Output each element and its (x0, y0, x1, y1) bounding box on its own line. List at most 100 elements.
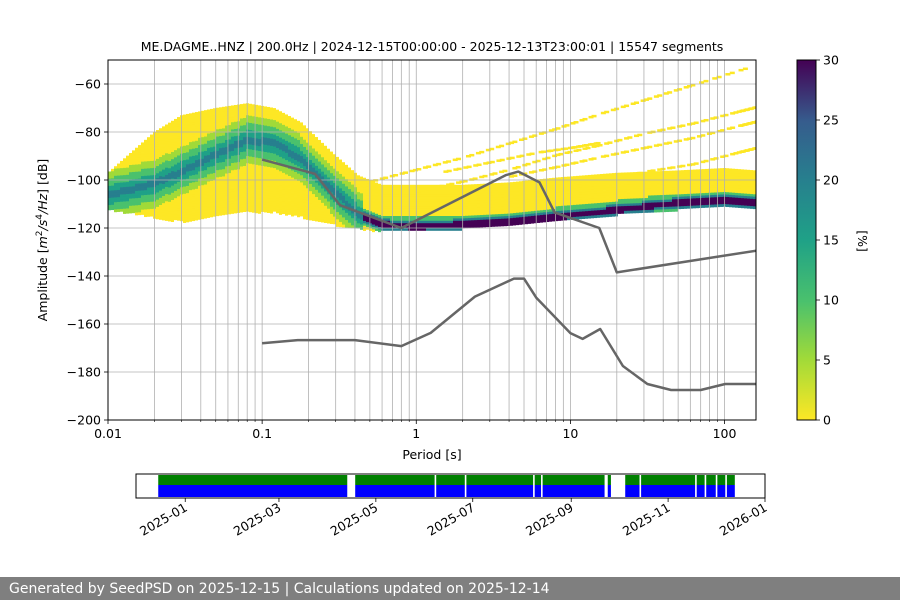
heat-cell (285, 124, 288, 127)
heat-cell (216, 213, 219, 217)
heat-cell (504, 223, 507, 227)
heat-cell (231, 131, 234, 135)
heat-cell (201, 170, 204, 174)
heat-cell (459, 189, 462, 193)
heat-cell (192, 172, 195, 176)
heat-cell (297, 200, 300, 203)
heat-cell (189, 137, 192, 141)
heat-cell (240, 154, 243, 158)
heat-cell (204, 210, 207, 214)
heat-cell (339, 183, 342, 187)
heat-cell (330, 163, 333, 167)
heat-cell (486, 195, 489, 199)
heat-cell (162, 152, 165, 156)
heat-cell (336, 180, 339, 184)
heat-cell (141, 142, 144, 146)
heat-cell (231, 112, 234, 116)
heat-cell (351, 172, 354, 176)
heat-cell (291, 134, 294, 138)
heat-cell (264, 188, 267, 191)
heat-cell (207, 111, 210, 115)
heat-cell (357, 196, 360, 200)
heat-cell (393, 220, 396, 224)
heat-cell (597, 205, 600, 209)
heat-cell (240, 135, 243, 139)
heat-cell (351, 220, 354, 224)
heat-cell (249, 158, 252, 162)
heat-cell (162, 215, 165, 218)
heat-cell (384, 196, 387, 200)
heat-cell (318, 161, 321, 165)
heat-cell (285, 169, 288, 173)
heat-cell (369, 228, 372, 231)
heat-cell (486, 207, 489, 211)
heat-cell (528, 218, 531, 222)
heat-cell (114, 173, 117, 177)
heat-cell (126, 210, 129, 214)
heat-cell (618, 199, 621, 202)
heat-cell (564, 181, 567, 185)
heat-cell (516, 186, 519, 190)
heat-cell (207, 138, 210, 142)
heat-cell (450, 192, 453, 195)
heat-cell (345, 215, 348, 219)
heat-cell (480, 205, 483, 209)
heat-cell (411, 218, 414, 222)
heat-cell (231, 163, 234, 166)
heat-cell (207, 174, 210, 178)
heat-cell (273, 146, 276, 150)
heat-cell (138, 176, 141, 180)
heat-cell (501, 216, 504, 220)
heat-cell (387, 211, 390, 214)
heat-cell (594, 174, 597, 178)
heat-cell (303, 187, 306, 191)
heat-cell (498, 187, 501, 191)
heat-cell (396, 184, 399, 188)
heat-cell (141, 144, 144, 148)
heat-cell (243, 163, 246, 167)
heat-cell (252, 190, 255, 194)
heat-cell (288, 156, 291, 160)
heat-cell (627, 210, 630, 214)
heat-cell (384, 225, 387, 229)
heat-cell (306, 176, 309, 180)
heat-cell (186, 159, 189, 163)
heat-cell (531, 194, 534, 198)
heat-cell (243, 115, 246, 119)
heat-cell (447, 206, 450, 210)
heat-cell (216, 165, 219, 169)
heat-cell (327, 208, 330, 212)
heat-cell (477, 200, 480, 204)
heat-cell (462, 191, 465, 195)
heat-cell (297, 154, 300, 158)
heat-cell (210, 132, 213, 136)
heat-cell (573, 192, 576, 196)
heat-cell (597, 186, 600, 190)
heat-cell (276, 136, 279, 139)
heat-cell (561, 184, 564, 188)
heat-cell (177, 215, 180, 219)
heat-cell (243, 118, 246, 121)
heat-cell (411, 228, 414, 231)
heat-cell (273, 194, 276, 198)
heat-cell (129, 169, 132, 173)
heat-cell (222, 188, 225, 192)
heat-cell (597, 188, 600, 192)
heat-cell (267, 202, 270, 206)
heat-cell (192, 117, 195, 121)
heat-cell (267, 183, 270, 187)
heat-cell (207, 195, 210, 199)
heat-cell (498, 192, 501, 196)
heat-cell (204, 146, 207, 149)
heat-cell (177, 177, 180, 180)
heat-cell (528, 209, 531, 212)
heat-cell (426, 211, 429, 214)
heat-cell (213, 180, 216, 184)
heat-cell (534, 201, 537, 205)
heat-cell (348, 215, 351, 219)
heat-cell (192, 139, 195, 142)
heat-cell (504, 199, 507, 203)
heat-cell (300, 199, 303, 203)
heat-cell (324, 155, 327, 159)
heat-cell (477, 217, 480, 221)
